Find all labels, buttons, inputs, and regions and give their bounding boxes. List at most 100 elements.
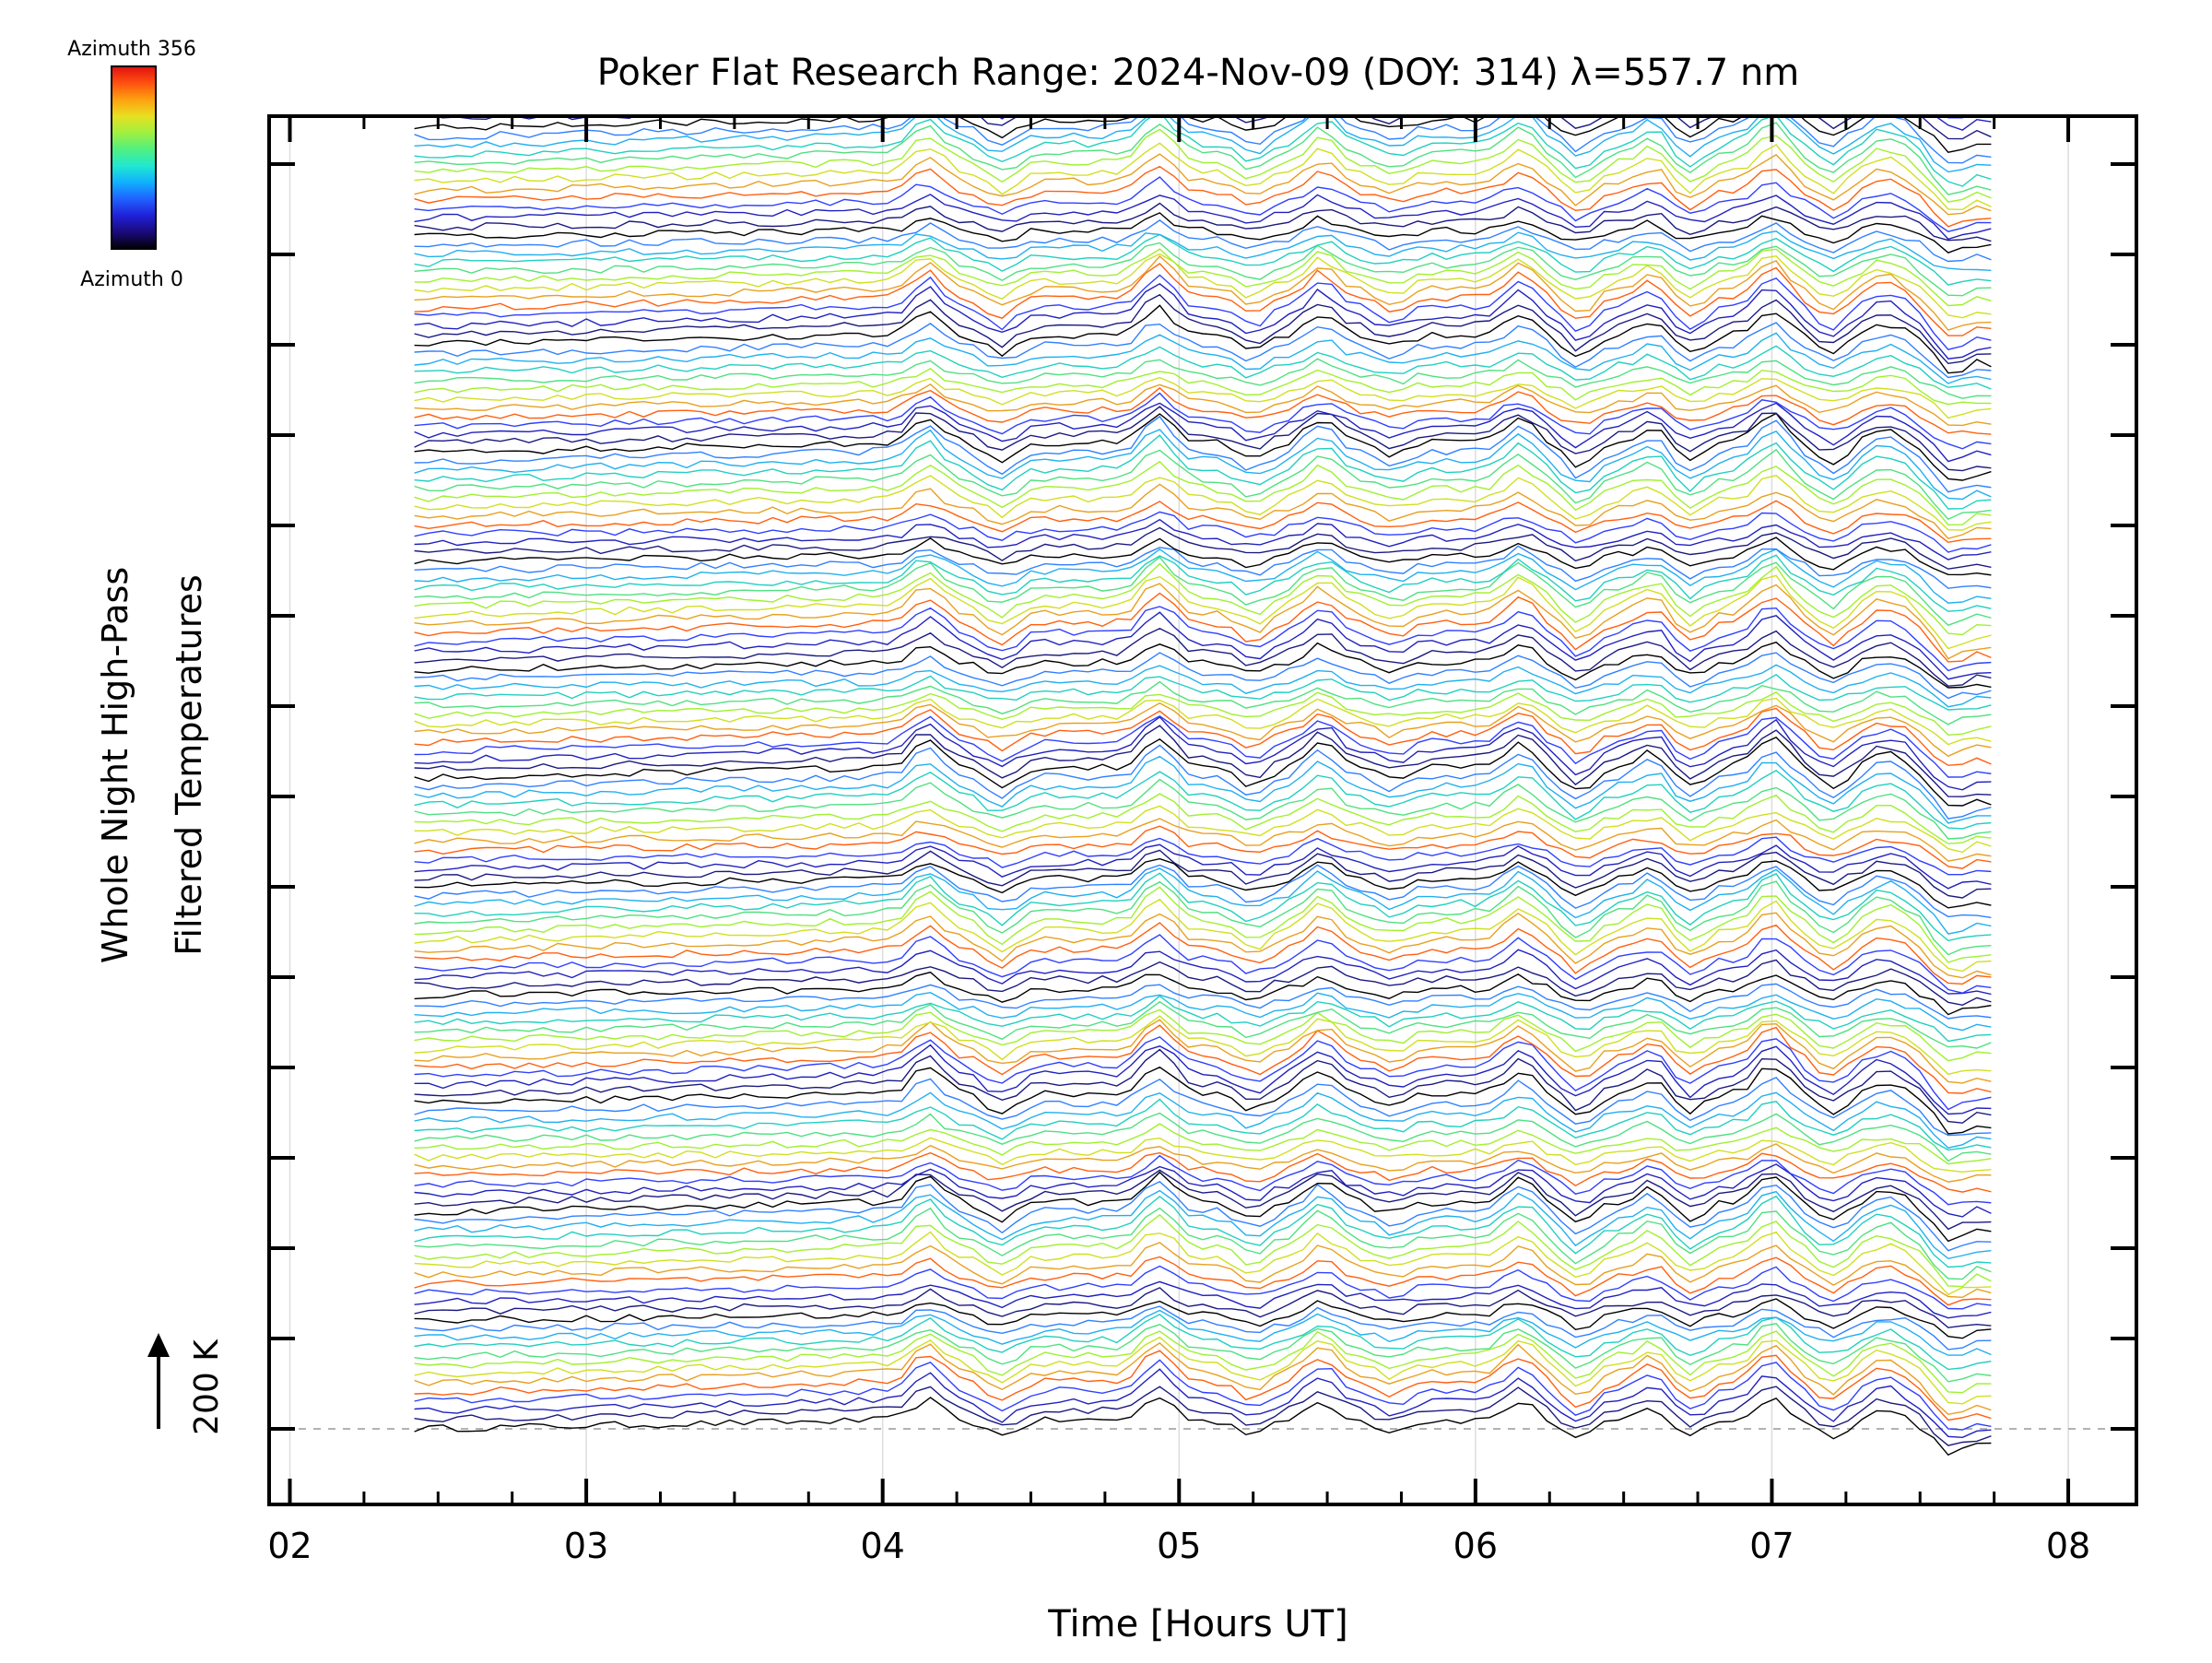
scale-label: 200 K [188,1339,226,1435]
series-line [414,219,1992,263]
series-line [414,116,1992,187]
series-line [414,332,1992,384]
x-tick-label: 07 [1749,1526,1794,1566]
series-line [414,691,1992,737]
series-line [414,116,1992,153]
series-line [414,1397,1992,1457]
series-line [414,1048,1992,1124]
series-line [414,1154,1992,1206]
x-tick-label: 08 [2046,1526,2090,1566]
series-line [414,1169,1992,1231]
series-line [414,1189,1992,1260]
series-line [414,606,1992,672]
series-line [414,1091,1992,1149]
scale-arrow-head [147,1333,170,1357]
series-line [414,886,1992,963]
series-line [414,153,1992,216]
series-line [414,769,1992,830]
series-line [414,274,1992,350]
series-line [414,1368,1992,1439]
colorbar-top-label: Azimuth 356 [67,38,196,61]
series-line [414,262,1992,336]
x-tick-label: 02 [267,1526,312,1566]
chart-title: Poker Flat Research Range: 2024-Nov-09 (… [597,52,1800,94]
series-line [414,1298,1992,1339]
series-line [414,922,1992,985]
series-line [414,1008,1992,1062]
series-line [414,697,1992,746]
series-line [414,715,1992,791]
series-line [414,652,1992,700]
series-line [414,1019,1992,1084]
series-line [414,983,1992,1020]
series-line [414,1207,1992,1280]
series-lines [414,116,1992,1457]
series-line [414,415,1992,493]
series-line [414,583,1992,660]
series-line [414,537,1992,576]
series-line [414,304,1992,374]
series-line [414,460,1992,526]
y-axis-title-line2: Filtered Temperatures [169,574,209,955]
series-line [414,345,1992,390]
series-line [414,1350,1992,1421]
series-line [414,483,1992,539]
series-line [414,714,1992,778]
series-line [414,1171,1992,1243]
x-tick-label: 04 [861,1526,905,1566]
series-line [414,248,1992,307]
series-line [414,949,1992,996]
series-line [414,202,1992,242]
series-line [414,628,1992,687]
x-ticks: 02 03 04 05 06 07 08 [267,116,2090,1566]
series-line [414,392,1992,450]
series-line [414,872,1992,942]
series-line [414,383,1992,427]
series-line [414,912,1992,979]
series-line [414,448,1992,521]
series-line [414,1044,1992,1115]
series-line [414,212,1992,254]
series-line [414,526,1992,570]
series-line [414,1123,1992,1165]
series-line [414,805,1992,854]
y-axis-title: Whole Night High-Pass Filtered Temperatu… [95,567,209,963]
series-line [414,1077,1992,1137]
y-ticks [269,162,2136,1431]
series-line [414,176,1992,232]
series-line [414,1386,1992,1446]
series-line [414,971,1992,1016]
series-line [414,253,1992,319]
series-line [414,1280,1992,1319]
series-line [414,1313,1992,1371]
series-line [414,641,1992,689]
series-line [414,857,1992,909]
series-line [414,867,1992,935]
series-line [414,995,1992,1043]
series-line [414,836,1992,876]
series-line [414,511,1992,553]
series-line [414,322,1992,379]
series-line [414,898,1992,973]
scale-indicator: 200 K [147,1333,226,1435]
series-line [414,778,1992,840]
series-line [414,702,1992,758]
series-line [414,793,1992,844]
series-line [414,849,1992,899]
series-line [414,386,1992,435]
series-line [414,518,1992,560]
series-line [414,1323,1992,1383]
series-line [414,1066,1992,1135]
series-line [414,165,1992,228]
series-line [414,707,1992,766]
series-line [414,611,1992,680]
series-line [414,1309,1992,1356]
series-line [414,554,1992,612]
colorbar-gradient [111,65,157,250]
series-line [414,475,1992,531]
series-line [414,233,1992,286]
series-line [414,255,1992,331]
series-line [414,825,1992,869]
series-line [414,1231,1992,1296]
